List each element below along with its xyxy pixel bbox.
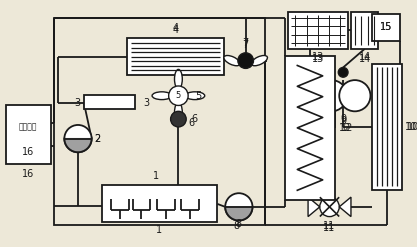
Polygon shape [225,207,253,221]
Text: 6: 6 [191,114,197,124]
Ellipse shape [224,56,240,66]
Ellipse shape [152,92,171,100]
Bar [6,105,51,164]
Text: 10: 10 [405,122,417,132]
Text: 7: 7 [243,38,249,48]
Polygon shape [339,197,351,217]
Circle shape [225,193,253,221]
Text: 3: 3 [74,98,80,107]
Text: 9: 9 [340,116,346,126]
Text: 1: 1 [156,225,162,235]
Text: 9: 9 [340,114,346,124]
Ellipse shape [174,69,182,89]
Text: 7: 7 [243,40,249,50]
Polygon shape [308,197,320,217]
Bar [288,12,348,49]
Circle shape [320,197,339,217]
Text: 8: 8 [236,219,242,229]
Text: 11: 11 [324,221,336,231]
Circle shape [338,67,348,77]
Circle shape [168,86,188,105]
Text: 16: 16 [22,169,34,179]
Bar [54,18,265,225]
Circle shape [238,53,254,68]
Text: 3: 3 [143,98,149,107]
Text: 2: 2 [94,134,100,144]
Text: 1: 1 [153,171,159,181]
Text: 电控单元: 电控单元 [19,123,38,131]
Bar [285,56,335,200]
Bar [372,14,400,41]
Text: 10: 10 [407,122,417,132]
Text: 5: 5 [176,91,181,100]
Text: 4: 4 [172,23,178,33]
Bar [127,38,224,75]
Circle shape [339,80,370,111]
Text: 2: 2 [94,134,100,144]
Bar [351,12,378,49]
Text: 13: 13 [311,52,324,62]
Text: 11: 11 [324,223,336,233]
Ellipse shape [185,92,205,100]
Text: 15: 15 [380,22,392,32]
Ellipse shape [174,103,182,122]
Text: 8: 8 [234,221,240,231]
Bar [102,185,217,223]
Text: 5: 5 [195,91,201,101]
Circle shape [316,80,347,111]
Circle shape [64,125,92,152]
Text: 12: 12 [339,123,351,133]
Text: 14: 14 [359,52,371,62]
Text: 13: 13 [311,54,324,64]
Text: 4: 4 [172,25,178,35]
Text: 12: 12 [341,123,353,133]
Bar [372,63,402,190]
Circle shape [171,111,186,127]
Polygon shape [64,139,92,152]
Text: 15: 15 [380,22,392,32]
Text: 14: 14 [359,54,371,64]
Text: 6: 6 [188,118,194,128]
Text: 16: 16 [22,147,34,157]
Bar [84,95,135,109]
Ellipse shape [251,56,267,66]
